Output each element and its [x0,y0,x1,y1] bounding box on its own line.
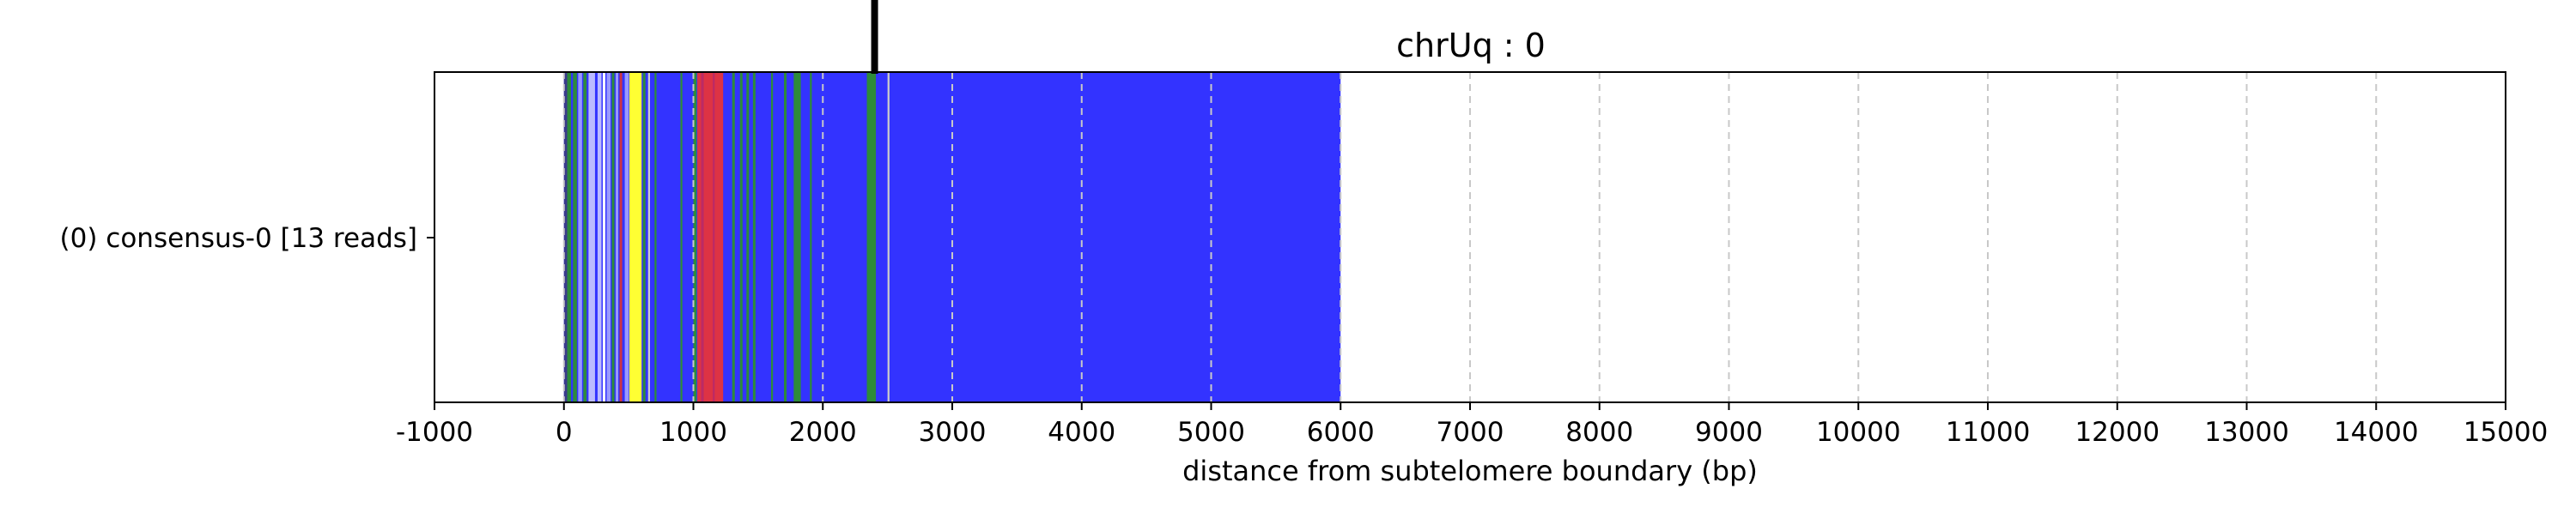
segment [693,72,697,402]
segment [732,72,735,402]
segment [701,72,704,402]
segment [573,72,577,402]
x-tick-label: 7000 [1437,417,1504,448]
x-axis: -1000 0 1000 2000 3000 4000 5000 6000 7000 8000 90… [396,402,2548,448]
segments-layer [563,72,1341,402]
chart-title: chrUq : 0 [1396,27,1546,64]
segment [619,72,623,402]
segment [793,72,801,402]
x-tick-label: 3000 [919,417,987,448]
x-tick-label: 5000 [1177,417,1245,448]
segment [567,72,572,402]
x-tick-label: 11000 [1946,417,2031,448]
segment [597,72,602,402]
segment [602,72,605,402]
segment [866,72,877,402]
segment [616,72,619,402]
x-tick-label: 9000 [1695,417,1763,448]
segment [588,72,595,402]
segment [606,72,611,402]
segment [563,72,568,402]
segment [629,72,642,402]
x-tick-label: 2000 [789,417,857,448]
x-tick-label: 10000 [1816,417,1901,448]
segment [739,72,743,402]
x-tick-label: 13000 [2204,417,2289,448]
segment [746,72,750,402]
segment [583,72,587,402]
x-tick-label: -1000 [396,417,473,448]
segment [887,72,890,402]
segment [611,72,615,402]
x-axis-label: distance from subtelomere boundary (bp) [1182,455,1758,487]
segment [624,72,629,402]
x-tick-label: 6000 [1307,417,1375,448]
y-axis: (0) consensus-0 [13 reads] [60,223,434,254]
segment [642,72,646,402]
segment [810,72,812,402]
x-tick-label: 4000 [1048,417,1115,448]
segment [647,72,650,402]
x-tick-label: 15000 [2464,417,2549,448]
x-tick-label: 12000 [2075,417,2160,448]
segment [770,72,774,402]
segment [680,72,683,402]
x-tick-label: 14000 [2334,417,2419,448]
segment [784,72,787,402]
segment [752,72,756,402]
x-tick-label: 0 [556,417,573,448]
segment [713,72,715,402]
segment [578,72,582,402]
segment [654,72,657,402]
x-tick-label: 1000 [659,417,727,448]
x-tick-label: 8000 [1565,417,1633,448]
track-label: (0) consensus-0 [13 reads] [60,223,417,254]
